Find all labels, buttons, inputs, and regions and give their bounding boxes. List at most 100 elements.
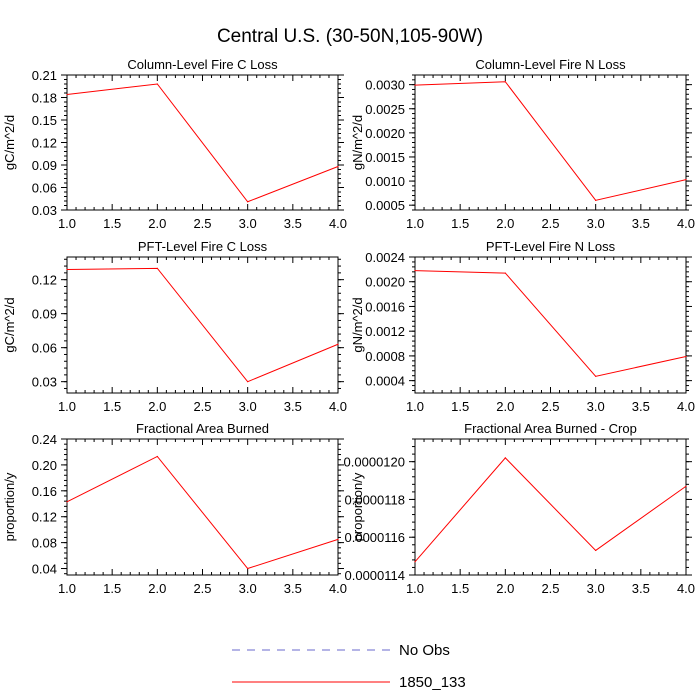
x-tick-label: 3.0: [587, 581, 605, 596]
y-axis-label: gC/m^2/d: [2, 115, 17, 170]
x-tick-label: 2.0: [148, 581, 166, 596]
x-tick-label: 4.0: [677, 399, 695, 414]
x-tick-label: 1.0: [58, 216, 76, 231]
data-point: [156, 455, 158, 458]
y-tick-label: 0.0020: [365, 126, 405, 141]
y-axis-label: gN/m^2/d: [350, 297, 365, 352]
panel-title: Column-Level Fire C Loss: [127, 57, 278, 72]
y-tick-label: 0.0016: [365, 299, 405, 314]
x-tick-label: 1.0: [58, 399, 76, 414]
y-axis-label: gC/m^2/d: [2, 297, 17, 352]
x-tick-label: 1.5: [451, 216, 469, 231]
y-tick-label: 0.03: [32, 203, 57, 218]
y-tick-label: 0.0008: [365, 349, 405, 364]
x-tick-label: 2.5: [541, 399, 559, 414]
data-point: [247, 567, 249, 570]
data-point: [247, 201, 249, 203]
panel-title: Fractional Area Burned: [136, 421, 269, 436]
chart-panel-6: Fractional Area Burned - Crop 1.0 1.5 2.0 2.…: [344, 421, 695, 596]
data-point: [504, 457, 506, 459]
y-axis-label: proportion/y: [2, 472, 17, 541]
x-tick-label: 1.5: [103, 581, 121, 596]
data-point: [414, 84, 416, 86]
data-point: [156, 83, 158, 85]
y-tick-label: 0.12: [32, 510, 57, 525]
x-tick-label: 1.0: [406, 581, 424, 596]
x-tick-label: 4.0: [329, 216, 347, 231]
data-point: [247, 381, 249, 383]
x-tick-label: 3.5: [284, 399, 302, 414]
data-point: [414, 561, 416, 563]
series-line-1850-133: [66, 83, 339, 203]
data-point: [595, 199, 597, 201]
x-tick-label: 1.5: [451, 399, 469, 414]
y-tick-label: 0.0012: [365, 324, 405, 339]
chart-panel-4: PFT-Level Fire N Loss 1.0 1.5 2.0 2.5 3.0 3.5 4…: [350, 239, 695, 414]
y-tick-label: 0.04: [32, 562, 57, 577]
y-tick-label: 0.09: [32, 158, 57, 173]
data-point: [504, 81, 506, 83]
y-tick-label: 0.12: [32, 136, 57, 151]
x-tick-label: 4.0: [677, 216, 695, 231]
x-tick-label: 3.0: [239, 581, 257, 596]
panel-title: Fractional Area Burned - Crop: [464, 421, 637, 436]
y-axis-label: proportion/y: [350, 472, 365, 541]
y-tick-label: 0.08: [32, 536, 57, 551]
data-point: [595, 375, 597, 377]
x-tick-label: 2.5: [193, 216, 211, 231]
y-tick-label: 0.09: [32, 307, 57, 322]
y-axis-label: gN/m^2/d: [350, 115, 365, 170]
x-tick-label: 4.0: [329, 581, 347, 596]
data-point: [66, 93, 68, 96]
y-tick-label: 0.0000118: [345, 492, 406, 507]
x-tick-label: 2.5: [541, 216, 559, 231]
x-tick-label: 3.0: [239, 216, 257, 231]
x-tick-label: 4.0: [329, 399, 347, 414]
y-tick-label: 0.06: [32, 341, 57, 356]
y-tick-label: 0.15: [32, 113, 57, 128]
chart-panel-5: Fractional Area Burned 1.0 1.5 2.0 2.5 3.0 3.5…: [2, 421, 347, 596]
x-tick-label: 2.0: [148, 399, 166, 414]
y-tick-label: 0.0005: [365, 198, 405, 213]
y-tick-label: 0.0015: [365, 150, 405, 165]
x-tick-label: 1.0: [58, 581, 76, 596]
data-point: [337, 165, 339, 168]
plot-frame: [66, 438, 339, 576]
x-tick-label: 3.5: [632, 581, 650, 596]
series-line-1850-133: [66, 267, 339, 383]
series-line-1850-133: [66, 455, 339, 570]
legend-label-1850-133: 1850_133: [399, 674, 466, 691]
x-tick-label: 2.5: [193, 399, 211, 414]
y-tick-label: 0.0030: [365, 78, 405, 93]
data-point: [595, 549, 597, 552]
y-tick-label: 0.0004: [365, 374, 405, 389]
y-tick-label: 0.03: [32, 375, 57, 390]
y-tick-label: 0.0025: [365, 102, 405, 117]
x-tick-label: 1.0: [406, 216, 424, 231]
data-point: [414, 270, 416, 272]
data-point: [337, 343, 339, 345]
x-tick-label: 3.0: [239, 399, 257, 414]
series-line-1850-133: [414, 270, 687, 377]
panel-title: Column-Level Fire N Loss: [475, 57, 626, 72]
x-tick-label: 3.5: [632, 216, 650, 231]
x-tick-label: 2.5: [193, 581, 211, 596]
x-tick-label: 2.0: [148, 216, 166, 231]
data-point: [66, 501, 68, 503]
legend: No Obs 1850_133: [232, 642, 466, 691]
chart-panel-2: Column-Level Fire N Loss 1.0 1.5 2.0 2.5 3.0 3…: [350, 57, 695, 231]
y-tick-label: 0.24: [32, 432, 57, 447]
y-tick-label: 0.12: [32, 273, 57, 288]
x-tick-label: 3.0: [587, 216, 605, 231]
data-point: [685, 179, 687, 181]
y-tick-label: 0.18: [32, 91, 57, 106]
data-point: [685, 355, 687, 358]
legend-label-no-obs: No Obs: [399, 642, 450, 659]
y-tick-label: 0.16: [32, 484, 57, 499]
y-tick-label: 0.0000120: [344, 455, 405, 470]
y-tick-label: 0.0010: [365, 174, 405, 189]
x-tick-label: 3.0: [587, 399, 605, 414]
x-tick-label: 3.5: [632, 399, 650, 414]
chart-panel-1: Column-Level Fire C Loss 1.0 1.5 2.0 2.5 3.0 3…: [2, 57, 347, 231]
